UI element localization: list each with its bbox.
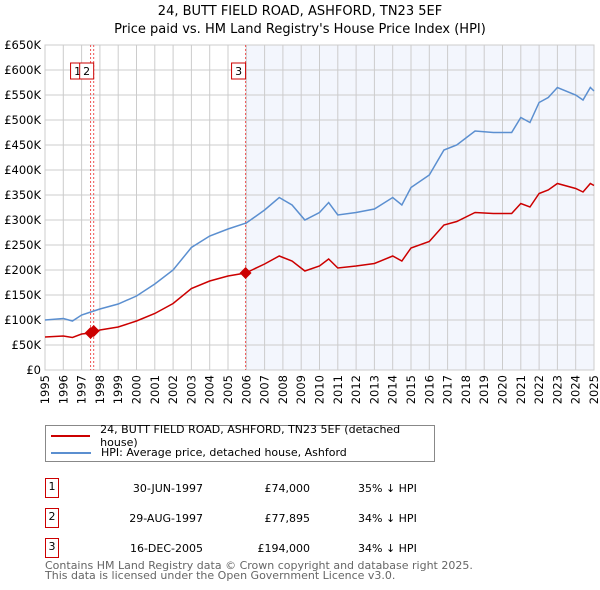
x-tick-label: 2021 [514,375,528,404]
y-tick-label: £100K [4,313,41,327]
x-tick-label: 2016 [422,375,436,404]
legend-swatch-red [51,434,91,437]
sale-date: 29-AUG-1997 [129,511,203,525]
legend-item-property: 24, BUTT FIELD ROAD, ASHFORD, TN23 5EF (… [46,423,434,449]
x-tick-label: 2005 [221,375,235,404]
sale-price: £194,000 [257,541,311,555]
sale-label: 2 [83,65,90,78]
x-tick-label: 1996 [56,375,70,404]
y-tick-label: £200K [4,263,41,277]
series-line [44,86,595,322]
x-tick-label: 2004 [203,375,217,404]
sale-hpi-diff: 34% ↓ HPI [358,511,417,525]
sale-label-box [79,62,95,80]
x-tick-label: 2015 [404,375,418,404]
sale-number: 3 [45,538,59,558]
x-tick-label: 2000 [130,375,144,404]
x-tick-label: 2012 [349,375,363,404]
y-tick-label: £150K [4,288,41,302]
footer-line-1: Contains HM Land Registry data © Crown c… [45,559,473,572]
legend-label: HPI: Average price, detached house, Ashf… [101,446,347,459]
x-tick-label: 2002 [166,375,180,404]
legend-label: 24, BUTT FIELD ROAD, ASHFORD, TN23 5EF (… [100,422,401,449]
y-tick-label: £600K [4,63,41,77]
x-tick-label: 2010 [313,375,327,404]
y-tick-label: £400K [4,163,41,177]
x-tick-label: 1998 [93,375,107,404]
y-tick-label: £450K [4,138,41,152]
x-tick-label: 2020 [496,375,510,404]
y-tick-label: £350K [4,188,41,202]
y-tick-label: £300K [4,213,41,227]
sale-date: 30-JUN-1997 [132,481,203,495]
legend: 24, BUTT FIELD ROAD, ASHFORD, TN23 5EF (… [45,423,435,462]
x-tick-label: 2023 [550,375,564,404]
y-tick-label: £0 [26,363,41,377]
sale-number: 1 [45,478,59,498]
x-tick-label: 2008 [276,375,290,404]
sale-row: 2 29-AUG-1997 £77,895 34% ↓ HPI [45,503,417,533]
y-tick-label: £250K [4,238,41,252]
series-line [44,182,595,339]
x-tick-label: 2025 [587,375,600,404]
x-tick-label: 1997 [75,375,89,404]
x-tick-label: 2009 [294,375,308,404]
y-tick-label: £50K [12,338,42,352]
sale-label-box [231,62,247,80]
x-tick-label: 2013 [367,375,381,404]
x-tick-label: 2007 [258,375,272,404]
footer-line-2: This data is licensed under the Open Gov… [45,569,396,582]
sale-hpi-diff: 35% ↓ HPI [358,481,417,495]
sale-date: 16-DEC-2005 [129,541,203,555]
x-tick-label: 1999 [111,375,125,404]
sale-point [239,267,252,279]
y-tick-label: £550K [4,88,41,102]
sale-number: 2 [45,508,59,528]
title-line-2: Price paid vs. HM Land Registry's House … [114,22,486,37]
x-tick-label: 2001 [148,375,162,404]
post-sale-shading [245,45,594,370]
sale-price: £74,000 [264,481,311,495]
sale-point [87,325,100,338]
sale-price: £77,895 [264,511,311,525]
sale-row: 3 16-DEC-2005 £194,000 34% ↓ HPI [45,533,417,563]
footer: Contains HM Land Registry data © Crown c… [45,559,473,582]
plot-frame [44,44,595,371]
x-tick-label: 1995 [38,375,52,404]
x-tick-label: 2003 [184,375,198,404]
legend-item-hpi: HPI: Average price, detached house, Ashf… [46,444,347,461]
x-tick-label: 2019 [477,375,491,404]
chart-title: 24, BUTT FIELD ROAD, ASHFORD, TN23 5EF P… [0,3,600,39]
x-tick-label: 2024 [569,375,583,404]
x-tick-label: 2006 [239,375,253,404]
sale-label: 3 [235,65,242,78]
price-chart: £0 £50K £100K £150K £200K £250K £300K £350K £400… [4,38,600,404]
x-tick-label: 2011 [331,375,345,404]
x-tick-label: 2022 [532,375,546,404]
title-line-1: 24, BUTT FIELD ROAD, ASHFORD, TN23 5EF [157,4,443,19]
x-tick-label: 2017 [441,375,455,404]
sales-table: 1 30-JUN-1997 £74,000 35% ↓ HPI 2 29-AUG-… [45,473,417,563]
x-tick-label: 2018 [459,375,473,404]
sale-row: 1 30-JUN-1997 £74,000 35% ↓ HPI [45,473,417,503]
sale-hpi-diff: 34% ↓ HPI [358,541,417,555]
y-tick-label: £650K [4,38,41,52]
y-tick-label: £500K [4,113,41,127]
x-tick-label: 2014 [386,375,400,404]
legend-swatch-blue [51,451,91,454]
sale-label: 1 [74,65,81,78]
